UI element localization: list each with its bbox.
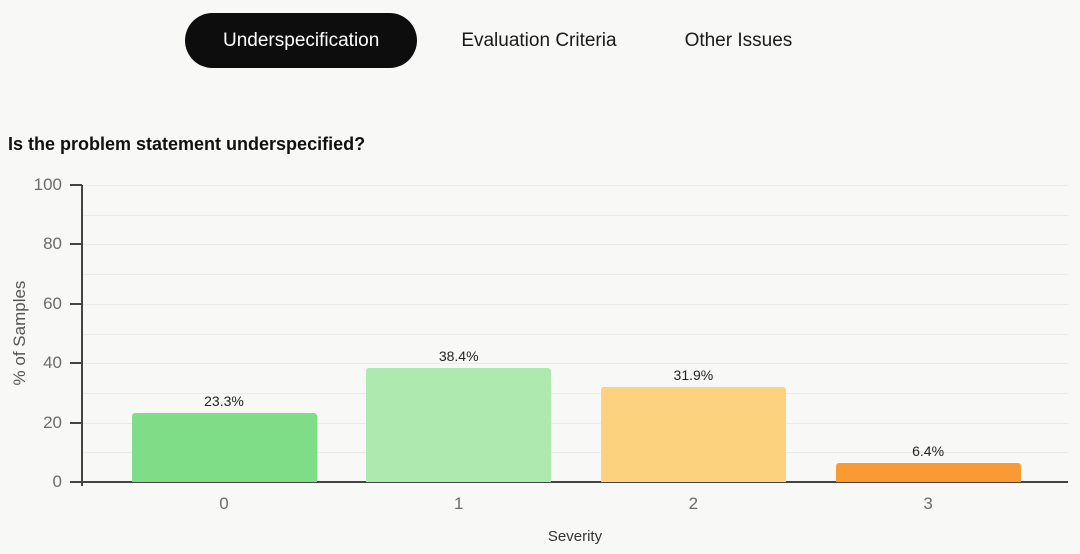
gridline [82,422,1068,424]
y-tick [70,243,82,246]
gridline [82,303,1068,305]
gridline [82,452,1068,454]
x-category-label: 1 [453,494,464,513]
tab-other-issues[interactable]: Other Issues [661,13,817,68]
y-tick [70,362,82,365]
chart-title: Is the problem statement underspecified? [8,134,366,154]
gridline [82,244,1068,246]
bar [131,412,317,482]
bar-value-label: 38.4% [438,347,479,364]
x-category-label: 2 [688,494,699,513]
gridline [82,214,1068,216]
gridline [82,333,1068,335]
plot-area: 0 20 40 60 80 100 23.3% 0 38.4% 1 31.9% 2 6.4% 3 [34,175,1068,513]
bar-value-label: 31.9% [673,367,714,384]
y-tick [70,184,82,186]
bar [835,463,1021,482]
gridline [82,392,1068,394]
bar [600,387,786,482]
y-tick-label: 20 [43,412,62,432]
bar [366,367,552,482]
bar-value-label: 23.3% [204,392,244,409]
y-tick-label: 40 [43,353,62,373]
x-axis-label: Severity [547,528,603,545]
y-tick [70,302,82,305]
y-tick-label: 0 [52,472,62,491]
x-axis-line [70,481,1068,483]
y-tick-label: 100 [33,175,62,194]
y-tick-label: 60 [43,293,62,313]
tab-underspecification[interactable]: Underspecification [185,13,418,68]
bar-value-label: 6.4% [912,442,945,459]
tab-bar: Underspecification Evaluation Criteria O… [185,13,816,68]
x-category-label: 0 [219,494,229,513]
gridline [82,363,1068,365]
gridline [82,274,1068,276]
y-axis-line [81,185,83,486]
gridline [82,185,1068,186]
y-tick-label: 80 [43,234,62,254]
x-category-label: 3 [923,494,933,513]
y-tick [70,421,82,424]
tab-evaluation-criteria[interactable]: Evaluation Criteria [437,13,640,68]
